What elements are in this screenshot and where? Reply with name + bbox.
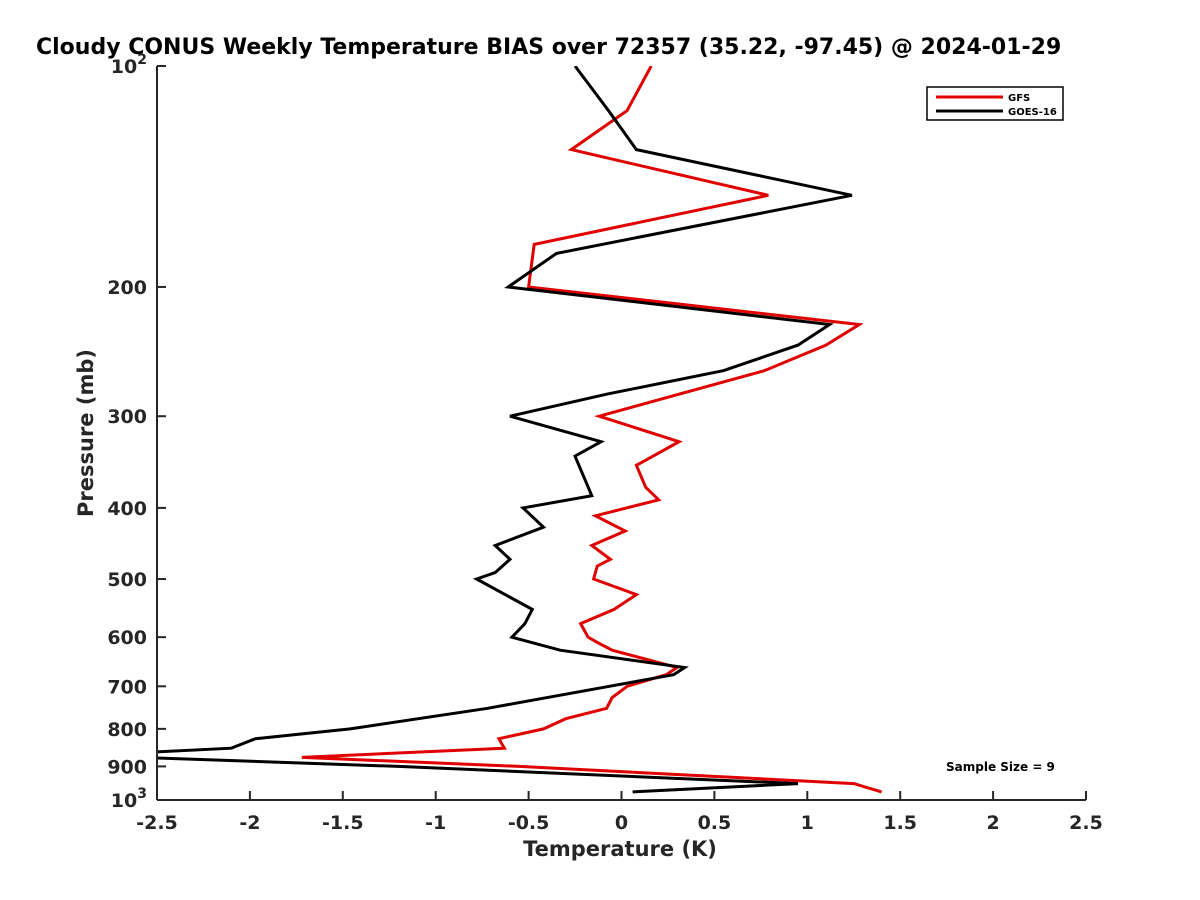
x-tick-label: 0.5 <box>698 812 732 834</box>
sample-size-annotation: Sample Size = 9 <box>946 760 1055 774</box>
x-axis-title: Temperature (K) <box>523 837 717 861</box>
x-tick-label: -1 <box>425 812 446 834</box>
y-axis-title: Pressure (mb) <box>74 349 98 517</box>
y-tick-label: 300 <box>107 406 147 428</box>
series-line-goes-16 <box>157 66 853 794</box>
legend-box <box>926 86 1064 121</box>
y-tick-label: 200 <box>107 277 147 299</box>
y-tick-label: 400 <box>107 498 147 520</box>
x-tick-label: -0.5 <box>508 812 550 834</box>
x-tick-label: 0 <box>615 812 628 834</box>
y-tick-label: 500 <box>107 569 147 591</box>
axes: -2.5 -2 -1.5 -1 -0.5 0 0.5 1 1.5 2 2.5 102 200 300 400… <box>107 52 1103 834</box>
series-layer <box>157 66 883 794</box>
y-tick-label: 900 <box>107 756 147 778</box>
chart-title: Cloudy CONUS Weekly Temperature BIAS ove… <box>36 35 1061 60</box>
series-line-gfs <box>301 66 883 794</box>
y-tick-label: 700 <box>107 676 147 698</box>
x-tick-label: -1.5 <box>322 812 364 834</box>
x-tick-label: 1 <box>801 812 814 834</box>
y-tick-label: 800 <box>107 719 147 741</box>
y-tick-label: 103 <box>111 786 147 812</box>
y-tick-label: 102 <box>111 52 147 78</box>
y-tick-label: 600 <box>107 627 147 649</box>
legend-label-gfs: GFS <box>1008 93 1030 104</box>
x-tick-label: 1.5 <box>883 812 917 834</box>
legend: GFS GOES-16 <box>926 86 1064 121</box>
x-tick-label: -2.5 <box>136 812 178 834</box>
legend-label-goes-16: GOES-16 <box>1008 107 1057 118</box>
x-tick-label: 2 <box>986 812 999 834</box>
x-tick-label: -2 <box>239 812 260 834</box>
x-tick-label: 2.5 <box>1069 812 1103 834</box>
